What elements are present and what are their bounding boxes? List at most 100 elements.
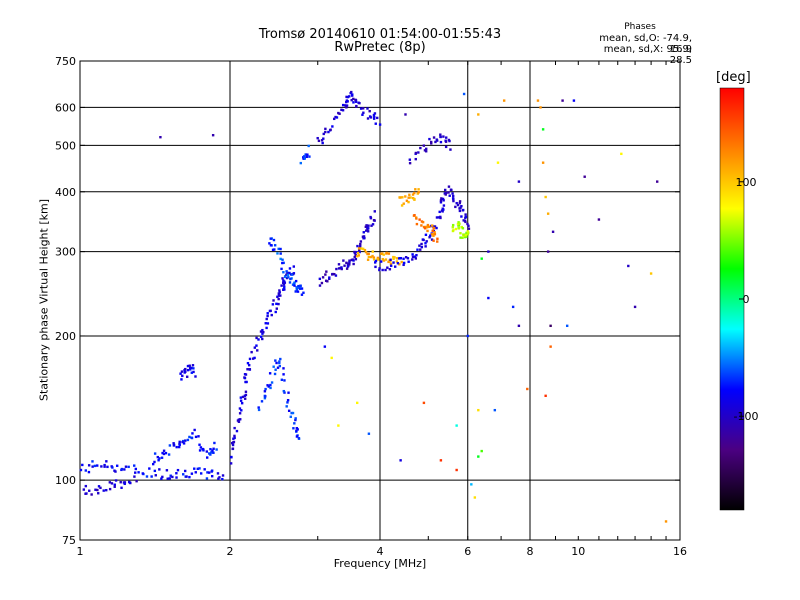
echo-point	[246, 361, 250, 365]
echo-point	[561, 99, 564, 102]
echo-point	[526, 387, 529, 391]
echo-point	[385, 251, 388, 255]
echo-point	[367, 224, 370, 227]
echo-point	[398, 196, 401, 199]
echo-point	[286, 401, 289, 404]
echo-point	[244, 373, 248, 376]
echo-point	[413, 255, 417, 258]
echo-point	[477, 113, 480, 116]
echo-point	[404, 256, 408, 259]
echo-point	[354, 253, 357, 257]
echo-point	[360, 247, 363, 250]
echo-point	[369, 255, 373, 259]
echo-point	[333, 272, 336, 276]
echo-point	[261, 332, 264, 335]
echo-point	[259, 335, 263, 338]
echo-point	[345, 95, 348, 99]
echo-point	[279, 247, 282, 251]
echo-point	[285, 270, 288, 273]
echo-point	[439, 216, 442, 220]
echo-point	[275, 307, 279, 310]
echo-point	[334, 115, 337, 119]
echo-point	[272, 299, 275, 302]
echo-point	[286, 398, 290, 402]
echo-point	[190, 371, 194, 374]
echo-point	[190, 366, 193, 370]
echo-point	[633, 305, 637, 309]
echo-point	[286, 271, 290, 275]
echo-point	[233, 436, 236, 440]
echo-point	[367, 252, 370, 256]
echo-point	[276, 295, 279, 298]
echo-point	[400, 260, 403, 264]
echo-point	[123, 482, 126, 486]
echo-point	[404, 195, 407, 198]
echo-point	[299, 284, 302, 287]
echo-point	[289, 415, 292, 419]
echo-point	[664, 520, 668, 523]
echo-point	[244, 390, 248, 393]
echo-point	[166, 477, 169, 480]
echo-point	[473, 496, 477, 499]
echo-point	[387, 260, 390, 264]
echo-point	[353, 250, 356, 254]
echo-point	[366, 230, 370, 233]
echo-point	[194, 375, 197, 378]
echo-point	[244, 393, 248, 397]
echo-point	[175, 445, 178, 449]
echo-point	[156, 455, 159, 459]
echo-point	[477, 455, 480, 458]
echo-point	[355, 250, 358, 254]
echo-point	[190, 436, 194, 440]
echo-point	[161, 475, 164, 479]
echo-point	[439, 140, 443, 144]
echo-point	[436, 240, 439, 243]
echo-point	[299, 161, 303, 165]
echo-point	[205, 450, 209, 453]
echo-point	[193, 467, 196, 470]
echo-point	[442, 199, 445, 202]
echo-point	[465, 235, 468, 238]
echo-point	[395, 260, 399, 263]
echo-point	[239, 418, 242, 421]
echo-point	[337, 424, 340, 427]
echo-point	[462, 219, 465, 222]
echo-point	[355, 105, 358, 108]
echo-point	[441, 197, 445, 201]
echo-point	[338, 112, 341, 115]
echo-point	[458, 209, 462, 213]
echo-point	[361, 107, 365, 110]
echo-point	[420, 242, 423, 246]
echo-point	[370, 224, 373, 227]
echo-point	[302, 155, 306, 158]
echo-point	[371, 223, 375, 226]
echo-point	[255, 336, 258, 340]
echo-point	[316, 136, 319, 140]
echo-point	[467, 231, 470, 234]
echo-point	[451, 197, 455, 200]
echo-point	[290, 277, 293, 280]
echo-point	[188, 435, 191, 439]
echo-point	[261, 328, 264, 332]
echo-point	[256, 349, 259, 352]
echo-point	[422, 144, 426, 147]
echo-point	[171, 475, 174, 479]
echo-point	[97, 492, 100, 495]
echo-point	[457, 224, 461, 227]
echo-point	[425, 226, 429, 229]
echo-point	[517, 180, 521, 183]
echo-point	[240, 409, 243, 412]
echo-point	[541, 128, 545, 131]
echo-point	[343, 104, 347, 107]
echo-point	[113, 483, 116, 486]
echo-point	[110, 482, 114, 485]
echo-point	[198, 443, 201, 446]
echo-point	[477, 408, 480, 412]
echo-point	[335, 116, 339, 119]
echo-point	[429, 234, 432, 237]
echo-point	[299, 287, 302, 290]
echo-point	[277, 292, 281, 295]
echo-point	[441, 207, 444, 210]
echo-point	[88, 489, 91, 492]
